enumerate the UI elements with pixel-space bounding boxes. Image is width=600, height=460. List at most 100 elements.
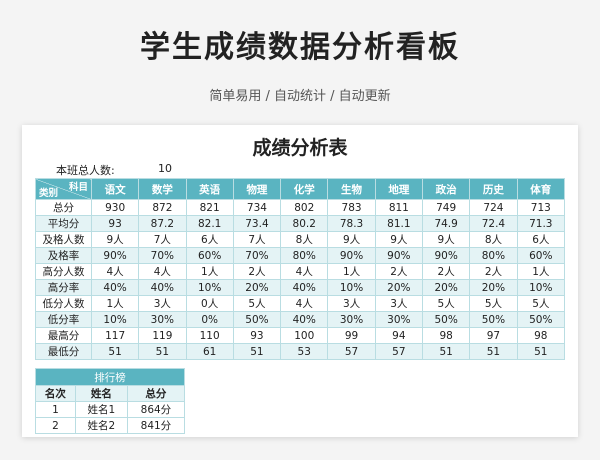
cell: 20% (421, 279, 471, 296)
cell: 20% (232, 279, 282, 296)
cell: 30% (327, 311, 376, 328)
subject-header: 生物 (327, 178, 376, 200)
data-row: 及格人数 9人 7人 6人 7人 8人 9人 9人 9人 8人 6人 (35, 231, 566, 248)
cell: 98 (516, 327, 566, 344)
cell: 4人 (280, 295, 329, 312)
cell: 80% (280, 247, 329, 264)
cell: 80.2 (280, 215, 329, 232)
cell: 90% (327, 247, 376, 264)
row-label: 高分人数 (35, 263, 92, 280)
cell: 72.4 (469, 215, 518, 232)
data-row: 低分率 10% 30% 0% 50% 40% 30% 30% 50% 50% 50% (35, 311, 566, 328)
row-label: 及格人数 (35, 231, 92, 248)
cell: 10% (516, 279, 566, 296)
row-label: 低分人数 (35, 295, 92, 312)
ranking-column: 姓名 (74, 385, 128, 402)
cell: 61 (185, 343, 234, 360)
cell: 57 (327, 343, 376, 360)
cell: 724 (469, 199, 518, 216)
ranking-cell: 姓名1 (74, 401, 128, 418)
cell: 802 (280, 199, 329, 216)
cell: 811 (374, 199, 423, 216)
cell: 40% (280, 279, 329, 296)
subject-header: 地理 (374, 178, 423, 200)
cell: 4人 (90, 263, 140, 280)
cell: 90% (374, 247, 423, 264)
row-label: 及格率 (35, 247, 92, 264)
cell: 2人 (232, 263, 282, 280)
corner-top: 科目 (68, 182, 88, 193)
cell: 110 (185, 327, 234, 344)
cell: 9人 (421, 231, 471, 248)
cell: 87.2 (138, 215, 187, 232)
cell: 7人 (138, 231, 187, 248)
cell: 10% (327, 279, 376, 296)
cell: 9人 (90, 231, 140, 248)
data-row: 高分率 40% 40% 10% 20% 40% 10% 20% 20% 20% 10% (35, 279, 566, 296)
cell: 1人 (90, 295, 140, 312)
cell: 1人 (327, 263, 376, 280)
cell: 5人 (469, 295, 518, 312)
cell: 40% (138, 279, 187, 296)
cell: 713 (516, 199, 566, 216)
cell: 8人 (469, 231, 518, 248)
ranking-column: 名次 (35, 385, 76, 402)
cell: 100 (280, 327, 329, 344)
cell: 50% (232, 311, 282, 328)
cell: 53 (280, 343, 329, 360)
ranking-title: 排行榜 (35, 368, 185, 386)
subject-header: 体育 (516, 178, 566, 200)
cell: 3人 (327, 295, 376, 312)
cell: 5人 (232, 295, 282, 312)
cell: 70% (232, 247, 282, 264)
cell: 5人 (516, 295, 566, 312)
cell: 2人 (469, 263, 518, 280)
subject-header: 政治 (421, 178, 471, 200)
data-row: 低分人数 1人 3人 0人 5人 4人 3人 3人 5人 5人 5人 (35, 295, 566, 312)
cell: 3人 (138, 295, 187, 312)
cell: 51 (90, 343, 140, 360)
row-label: 最高分 (35, 327, 92, 344)
cell: 50% (516, 311, 566, 328)
cell: 10% (185, 279, 234, 296)
cell: 40% (280, 311, 329, 328)
subject-header: 语文 (90, 178, 140, 200)
cell: 9人 (327, 231, 376, 248)
page-title: 学生成绩数据分析看板 (140, 30, 460, 65)
row-label: 最低分 (35, 343, 92, 360)
page-subtitle: 简单易用 / 自动统计 / 自动更新 (209, 89, 391, 104)
ranking-table: 排行榜 名次 姓名 总分 1 姓名1 864分 2 姓名2 841分 (35, 368, 186, 434)
cell: 94 (374, 327, 423, 344)
row-label: 低分率 (35, 311, 92, 328)
cell: 734 (232, 199, 282, 216)
sheet-card: 成绩分析表 本班总人数: 10 科目 类别 语文 数学 英语 物理 化学 生物 地理 政治 历史 体育… (22, 125, 578, 437)
cell: 81.1 (374, 215, 423, 232)
data-row: 平均分 93 87.2 82.1 73.4 80.2 78.3 81.1 74.9 72.4 71.… (35, 215, 566, 232)
ranking-cell: 姓名2 (74, 417, 128, 434)
data-row: 及格率 90% 70% 60% 70% 80% 90% 90% 90% 80% 60% (35, 247, 566, 264)
subject-header: 英语 (185, 178, 234, 200)
cell: 51 (138, 343, 187, 360)
cell: 74.9 (421, 215, 471, 232)
count-value: 10 (158, 162, 172, 175)
cell: 99 (327, 327, 376, 344)
count-label: 本班总人数: (56, 164, 115, 177)
cell: 749 (421, 199, 471, 216)
cell: 70% (138, 247, 187, 264)
ranking-row: 1 姓名1 864分 (35, 401, 186, 418)
cell: 51 (469, 343, 518, 360)
ranking-cell: 841分 (126, 417, 186, 434)
cell: 0人 (185, 295, 234, 312)
cell: 73.4 (232, 215, 282, 232)
cell: 57 (374, 343, 423, 360)
cell: 119 (138, 327, 187, 344)
header-row: 科目 类别 语文 数学 英语 物理 化学 生物 地理 政治 历史 体育 (35, 178, 566, 200)
cell: 4人 (138, 263, 187, 280)
cell: 20% (469, 279, 518, 296)
cell: 60% (185, 247, 234, 264)
cell: 1人 (185, 263, 234, 280)
cell: 2人 (374, 263, 423, 280)
cell: 98 (421, 327, 471, 344)
cell: 93 (232, 327, 282, 344)
